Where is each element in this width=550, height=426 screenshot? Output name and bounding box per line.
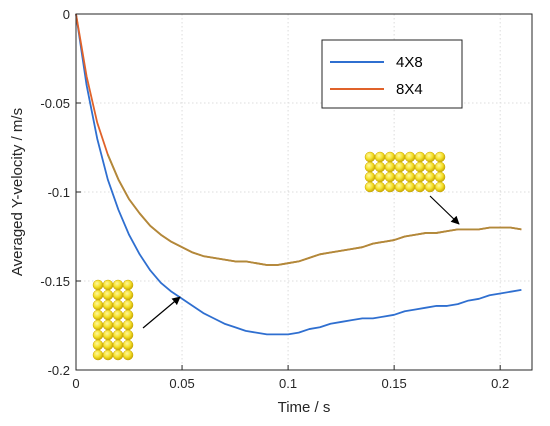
particle-ball [112, 309, 124, 321]
particle-ball [434, 181, 446, 193]
particle-ball [414, 151, 426, 163]
particle-ball [374, 151, 386, 163]
particle-ball [112, 279, 124, 291]
particle-ball [112, 299, 124, 311]
particle-ball [92, 289, 104, 301]
particle-ball [122, 349, 134, 361]
x-axis-label: Time / s [278, 399, 331, 416]
particle-ball [374, 161, 386, 173]
particle-ball [384, 181, 396, 193]
y-tick-label: 0 [63, 7, 70, 22]
particle-ball [112, 289, 124, 301]
particle-ball [394, 151, 406, 163]
arrow-to-4X8-curve [142, 296, 181, 329]
particle-ball [102, 309, 114, 321]
legend-label-8X4: 8X4 [396, 81, 423, 98]
x-tick-label: 0.15 [381, 376, 406, 391]
x-tick-label: 0 [72, 376, 79, 391]
particle-ball [92, 339, 104, 351]
particle-ball [384, 161, 396, 173]
particle-ball [394, 171, 406, 183]
particle-ball [102, 329, 114, 341]
axis-ticks: 0 0.05 0.1 0.15 0.2 0 -0.05 -0.1 -0.15 -0.2 [40, 7, 509, 391]
legend: 4X8 8X4 [321, 39, 463, 109]
particle-ball [92, 299, 104, 311]
particle-ball [404, 171, 416, 183]
y-tick-label: -0.2 [48, 363, 70, 378]
particle-ball [102, 279, 114, 291]
particle-ball [92, 319, 104, 331]
particle-ball [112, 339, 124, 351]
8X4-particle-grid-icon [364, 151, 446, 193]
particle-ball [434, 151, 446, 163]
particle-ball [122, 289, 134, 301]
particle-ball [364, 161, 376, 173]
particle-ball [122, 319, 134, 331]
x-tick-label: 0.05 [169, 376, 194, 391]
y-tick-label: -0.1 [48, 185, 70, 200]
particle-ball [434, 161, 446, 173]
particle-ball [112, 319, 124, 331]
series-layer [75, 13, 522, 336]
particle-ball [122, 329, 134, 341]
particle-ball [92, 349, 104, 361]
particle-ball [92, 309, 104, 321]
particle-ball [102, 339, 114, 351]
particle-ball [92, 279, 104, 291]
y-tick-label: -0.15 [40, 274, 70, 289]
y-axis-label: Averaged Y-velocity / m/s [9, 108, 26, 276]
particle-ball [414, 171, 426, 183]
particle-ball [102, 349, 114, 361]
particle-ball [414, 181, 426, 193]
particle-ball [112, 329, 124, 341]
particle-ball [374, 181, 386, 193]
arrow-to-8X4-curve [429, 195, 460, 225]
particle-ball [364, 171, 376, 183]
series-line-4X8 [75, 13, 522, 336]
particle-ball [122, 309, 134, 321]
particle-ball [404, 181, 416, 193]
particle-ball [364, 151, 376, 163]
particle-ball [424, 161, 436, 173]
particle-ball [434, 171, 446, 183]
particle-ball [384, 171, 396, 183]
legend-box [321, 39, 463, 109]
x-tick-label: 0.2 [491, 376, 509, 391]
particle-ball [112, 349, 124, 361]
particle-ball [102, 299, 114, 311]
particle-ball [424, 151, 436, 163]
4X8-particle-grid-icon [92, 279, 134, 361]
particle-ball [364, 181, 376, 193]
particle-ball [384, 151, 396, 163]
particle-ball [102, 319, 114, 331]
particle-ball [122, 279, 134, 291]
y-tick-label: -0.05 [40, 96, 70, 111]
particle-ball [122, 299, 134, 311]
particle-ball [394, 161, 406, 173]
particle-ball [122, 339, 134, 351]
particle-ball [424, 181, 436, 193]
legend-label-4X8: 4X8 [396, 54, 423, 71]
particle-ball [404, 151, 416, 163]
particle-ball [92, 329, 104, 341]
particle-ball [102, 289, 114, 301]
particle-ball [394, 181, 406, 193]
particle-ball [374, 171, 386, 183]
particle-ball [424, 171, 436, 183]
series-line-8X4-shaded [106, 154, 522, 266]
particle-ball [404, 161, 416, 173]
particle-ball [414, 161, 426, 173]
x-tick-label: 0.1 [279, 376, 297, 391]
